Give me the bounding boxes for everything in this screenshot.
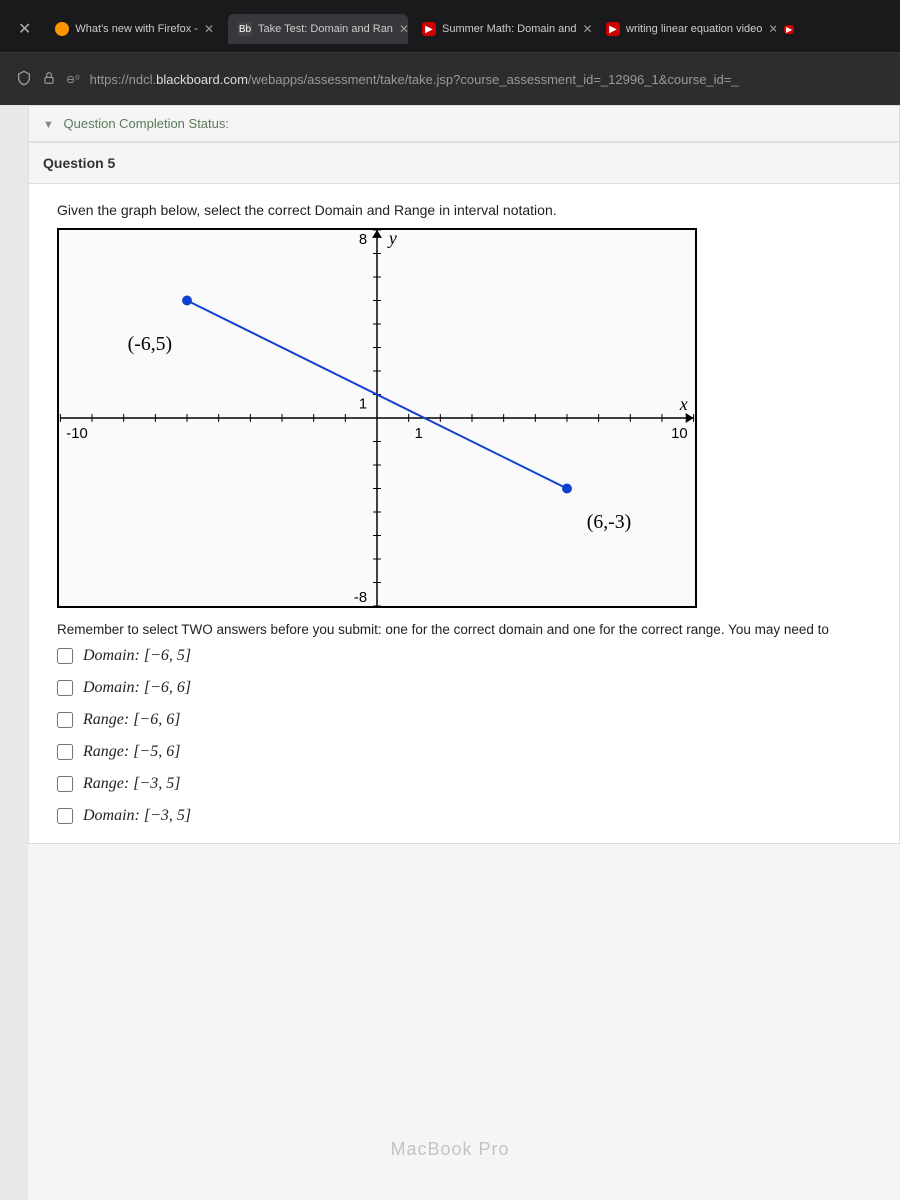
tab-row: ✕ What's new with Firefox - ✕ Bb Take Te… xyxy=(0,0,900,52)
option-checkbox[interactable] xyxy=(57,776,73,792)
option-label: Range: [−5, 6] xyxy=(83,743,180,761)
svg-text:8: 8 xyxy=(359,232,367,248)
option-checkbox[interactable] xyxy=(57,712,73,728)
close-icon[interactable]: ✕ xyxy=(8,19,41,39)
question-prompt: Given the graph below, select the correc… xyxy=(57,202,871,218)
svg-text:y: y xyxy=(387,230,397,248)
macbook-label: MacBook Pro xyxy=(390,1139,509,1160)
option-label: Range: [−3, 5] xyxy=(83,775,180,793)
tab-writing-linear[interactable]: ▶ writing linear equation video ✕ xyxy=(596,14,776,44)
tab-take-test[interactable]: Bb Take Test: Domain and Ran ✕ xyxy=(228,14,408,44)
youtube-icon: ▶ xyxy=(606,22,620,36)
youtube-icon: ▶ xyxy=(784,25,794,34)
answer-option[interactable]: Domain: [−3, 5] xyxy=(57,807,871,825)
remember-text: Remember to select TWO answers before yo… xyxy=(57,622,871,637)
question-header: Question 5 xyxy=(29,143,899,184)
lock-icon[interactable] xyxy=(42,71,56,88)
close-icon[interactable]: ✕ xyxy=(204,22,214,36)
answer-option[interactable]: Domain: [−6, 6] xyxy=(57,679,871,697)
question-completion-status[interactable]: ▼ Question Completion Status: xyxy=(28,105,900,142)
option-checkbox[interactable] xyxy=(57,808,73,824)
url-host: blackboard.com xyxy=(156,72,248,87)
chevron-down-icon: ▼ xyxy=(43,119,54,131)
option-checkbox[interactable] xyxy=(57,680,73,696)
tab-label: What's new with Firefox - xyxy=(75,23,198,35)
url-prefix: https://ndcl. xyxy=(90,72,156,87)
answer-option[interactable]: Range: [−3, 5] xyxy=(57,775,871,793)
tab-label: Take Test: Domain and Ran xyxy=(258,23,393,35)
close-icon[interactable]: ✕ xyxy=(399,22,408,36)
answer-options: Domain: [−6, 5] Domain: [−6, 6] Range: [… xyxy=(57,647,871,825)
option-checkbox[interactable] xyxy=(57,744,73,760)
question-body: Given the graph below, select the correc… xyxy=(29,184,899,843)
url-text: https://ndcl.blackboard.com/webapps/asse… xyxy=(90,72,739,87)
url-bar[interactable]: ⊖⁰ https://ndcl.blackboard.com/webapps/a… xyxy=(0,52,900,105)
browser-chrome: ✕ What's new with Firefox - ✕ Bb Take Te… xyxy=(0,0,900,105)
page-content: ▼ Question Completion Status: Question 5… xyxy=(0,105,900,1200)
svg-text:1: 1 xyxy=(415,426,423,442)
svg-text:x: x xyxy=(679,394,688,414)
blackboard-icon: Bb xyxy=(238,22,252,36)
close-icon[interactable]: ✕ xyxy=(768,22,776,36)
status-label: Question Completion Status: xyxy=(64,116,229,131)
svg-text:-10: -10 xyxy=(66,426,87,442)
tab-label: writing linear equation video xyxy=(626,23,762,35)
graph: 1 10 -10 1 8 -8 y x (-6,5) (6,-3) xyxy=(57,228,697,608)
svg-text:(6,-3): (6,-3) xyxy=(587,511,631,533)
shield-icon[interactable] xyxy=(16,70,32,89)
tab-label: Summer Math: Domain and xyxy=(442,23,577,35)
answer-option[interactable]: Range: [−5, 6] xyxy=(57,743,871,761)
tab-summer-math[interactable]: ▶ Summer Math: Domain and ✕ xyxy=(412,14,592,44)
graph-svg: 1 10 -10 1 8 -8 y x (-6,5) (6,-3) xyxy=(59,230,695,606)
answer-option[interactable]: Domain: [−6, 5] xyxy=(57,647,871,665)
option-label: Range: [−6, 6] xyxy=(83,711,180,729)
tab-firefox-whatsnew[interactable]: What's new with Firefox - ✕ xyxy=(45,14,224,44)
answer-option[interactable]: Range: [−6, 6] xyxy=(57,711,871,729)
svg-text:10: 10 xyxy=(671,426,688,442)
option-checkbox[interactable] xyxy=(57,648,73,664)
youtube-icon: ▶ xyxy=(422,22,436,36)
option-label: Domain: [−6, 5] xyxy=(83,647,191,665)
svg-text:1: 1 xyxy=(359,396,367,412)
content-wrap: ▼ Question Completion Status: Question 5… xyxy=(28,105,900,1200)
svg-text:(-6,5): (-6,5) xyxy=(128,333,172,355)
firefox-icon xyxy=(55,22,69,36)
question-box: Question 5 Given the graph below, select… xyxy=(28,142,900,844)
close-icon[interactable]: ✕ xyxy=(583,22,593,36)
permissions-icon[interactable]: ⊖⁰ xyxy=(66,73,80,86)
url-path: /webapps/assessment/take/take.jsp?course… xyxy=(248,72,739,87)
option-label: Domain: [−3, 5] xyxy=(83,807,191,825)
svg-text:-8: -8 xyxy=(354,590,367,606)
option-label: Domain: [−6, 6] xyxy=(83,679,191,697)
